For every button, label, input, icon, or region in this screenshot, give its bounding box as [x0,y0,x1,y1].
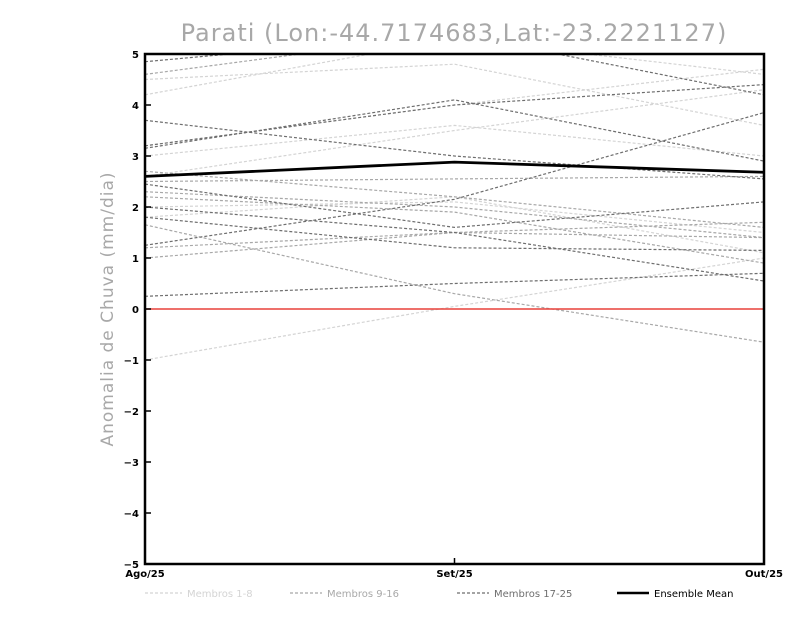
x-tick-label: Out/25 [745,569,783,580]
member-line-9 [145,221,764,249]
member-line-14 [145,191,764,239]
x-tick-label: Set/25 [436,569,472,580]
member-line-5 [145,89,764,177]
member-line-6 [145,201,764,234]
legend-label-1: Membros 1-8 [187,589,253,600]
member-line-18 [145,84,764,147]
member-line-20 [145,206,764,282]
legend-label-3: Membros 17-25 [494,589,572,600]
member-line-23 [145,54,764,96]
chart-title: Parati (Lon:-44.7174683,Lat:-23.2221127) [181,19,728,47]
member-line-21 [145,112,764,246]
x-tick-label: Ago/25 [125,569,164,580]
y-tick-label: 3 [132,152,139,163]
y-axis-ticks: −5 −4 −3 −2 −1 0 1 2 3 4 5 [124,50,151,571]
y-tick-label: −4 [124,509,139,520]
member-line-3 [145,63,764,126]
member-line-1 [145,257,764,361]
member-line-2 [145,54,764,96]
legend: Membros 1-8 Membros 9-16 Membros 17-25 Ense… [145,589,733,600]
member-line-19 [145,119,764,180]
legend-label-2: Membros 9-16 [327,589,399,600]
y-tick-label: −3 [124,458,139,469]
y-tick-label: 5 [132,50,139,61]
y-tick-label: 0 [132,305,139,316]
member-line-24 [145,216,764,251]
member-line-7 [145,124,764,157]
ensemble-mean-line [144,160,765,178]
ensemble-mean-layer [144,160,765,178]
y-tick-label: −2 [124,407,139,418]
member-line-12 [145,170,764,228]
y-tick-label: 2 [132,203,139,214]
y-tick-label: −5 [124,560,139,571]
member-line-22 [145,272,764,297]
y-tick-label: 1 [132,254,139,265]
member-line-15 [145,196,764,264]
member-line-13 [145,224,764,343]
y-axis-label: Anomalia de Chuva (mm/dia) [98,171,118,446]
y-tick-label: −1 [124,356,139,367]
x-axis-ticks: Ago/25 Set/25 Out/25 [125,558,783,580]
legend-label-4: Ensemble Mean [654,589,733,600]
member-line-11 [145,175,764,183]
member-line-25 [145,183,764,229]
y-tick-label: 4 [132,101,139,112]
series-lines [145,54,764,361]
